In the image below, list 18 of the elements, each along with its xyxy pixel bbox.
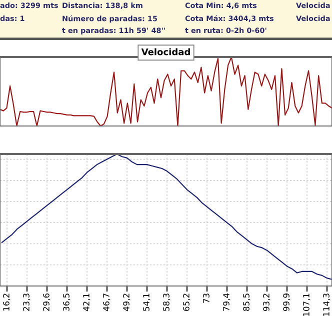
- x-tick-label: 23,3: [23, 294, 30, 311]
- x-tick-label: 36,5: [63, 294, 70, 311]
- chart-title: Velocidad: [141, 48, 190, 56]
- x-tick-label: 16,2: [3, 294, 10, 311]
- x-tick-label: 85,5: [243, 294, 250, 311]
- x-tick-label: 54,1: [143, 294, 150, 311]
- x-tick-label: 107,1: [303, 294, 310, 316]
- x-tick-label: 114,3: [323, 294, 330, 316]
- x-tick-label: 42,1: [83, 294, 90, 312]
- x-tick-label: 99,9: [283, 294, 290, 311]
- x-tick-label: 46,7: [103, 294, 110, 312]
- x-tick-label: 79,4: [223, 293, 230, 311]
- x-tick-label: 58,3: [163, 294, 170, 311]
- x-tick-label: 65,2: [183, 294, 190, 311]
- x-tick-label: 93,2: [263, 294, 270, 311]
- x-tick-label: 49,2: [123, 294, 130, 312]
- x-tick-label: 29,6: [43, 293, 50, 311]
- x-tick-label: 73: [203, 294, 210, 303]
